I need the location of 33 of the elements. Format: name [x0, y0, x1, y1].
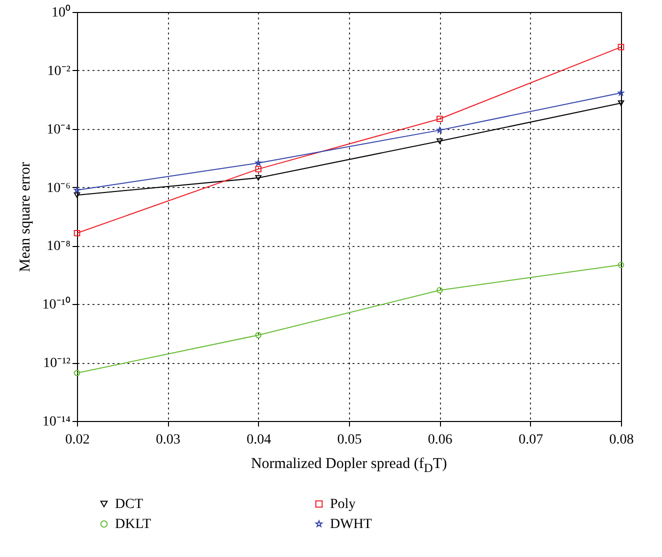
x-tick-label: 0.04 — [246, 432, 272, 448]
legend-label: Poly — [330, 497, 356, 512]
point — [436, 138, 443, 144]
y-tick-label: 10⁻¹⁰ — [42, 296, 70, 313]
x-tick-label: 0.03 — [156, 432, 180, 448]
x-tick-label: 0.02 — [65, 432, 90, 448]
y-axis-title: Mean square error — [17, 162, 34, 272]
y-tick-label: 10⁻⁶ — [46, 180, 71, 196]
y-tick-label: 10⁻⁴ — [46, 122, 71, 138]
x-tick-label: 0.06 — [428, 432, 452, 448]
x-tick-label: 0.05 — [337, 432, 362, 448]
y-tick-label: 10⁻² — [47, 64, 70, 79]
point — [74, 186, 80, 193]
point — [618, 44, 624, 50]
y-tick-label: 10⁻⁸ — [46, 239, 71, 254]
point — [436, 287, 443, 294]
point — [618, 90, 624, 96]
y-tick-label: 10⁰ — [52, 4, 70, 20]
legend-label: DCT — [115, 497, 144, 512]
legend-label: DKLT — [115, 517, 152, 532]
point — [255, 175, 262, 181]
point — [255, 166, 262, 172]
point — [74, 192, 80, 198]
point — [255, 332, 262, 338]
y-tick-label: 10⁻¹⁴ — [42, 414, 71, 430]
x-tick-label: 0.08 — [609, 432, 634, 448]
point — [618, 100, 624, 106]
point — [436, 116, 443, 122]
x-axis-title: Normalized Dopler spread (f$_{D}$T) — [250, 456, 448, 476]
y-tick-label: 10⁻¹² — [43, 356, 70, 372]
legend-label: DWHT — [330, 517, 372, 532]
point — [74, 230, 80, 236]
x-tick-label: 0.07 — [518, 432, 544, 448]
